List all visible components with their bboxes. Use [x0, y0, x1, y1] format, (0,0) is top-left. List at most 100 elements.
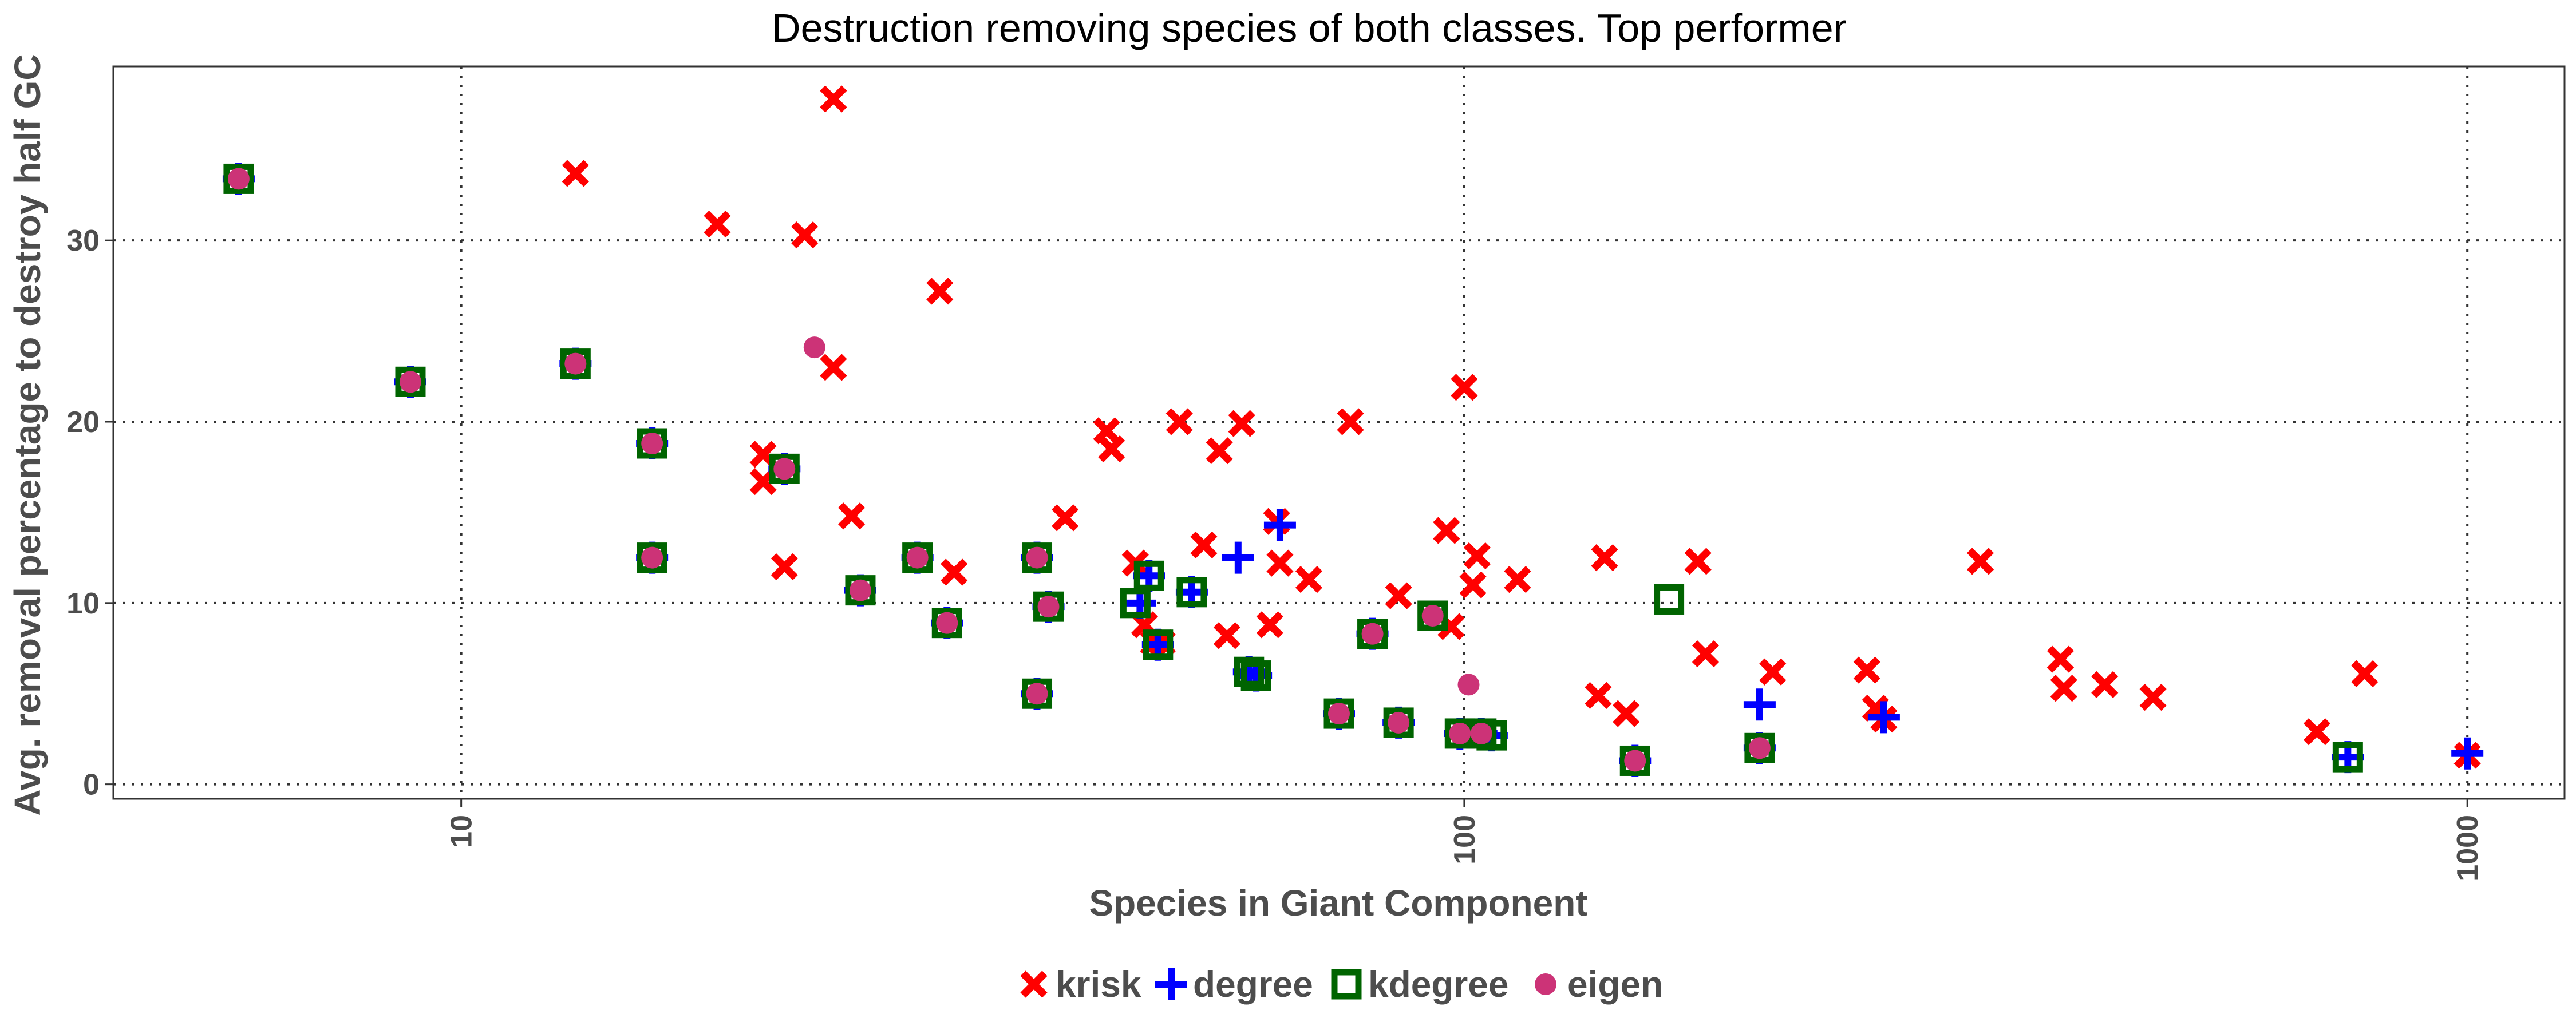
eigen-point	[399, 371, 421, 393]
kdegree-point	[1176, 577, 1207, 608]
kdegree-point	[1143, 629, 1174, 660]
krisk-point	[820, 85, 847, 113]
legend-key-eigen: eigen	[1535, 964, 1663, 1005]
kdegree-point	[1240, 660, 1271, 691]
eigen-point	[1421, 605, 1444, 627]
eigen-point	[1328, 703, 1350, 725]
y-tick-label: 0	[83, 768, 100, 802]
legend-marker-degree	[1155, 968, 1187, 1000]
krisk-point	[2351, 660, 2379, 687]
eigen-point	[803, 336, 825, 359]
eigen-point	[1457, 674, 1480, 696]
y-axis-title: Avg. removal percentage to destroy half …	[7, 54, 48, 815]
eigen-point	[1624, 750, 1646, 772]
kdegree-point	[637, 542, 667, 573]
eigen-point	[227, 168, 250, 190]
krisk-point	[1213, 622, 1240, 649]
krisk-point	[1266, 549, 1294, 577]
degree-point	[1867, 701, 1900, 734]
krisk-point	[1098, 435, 1125, 463]
eigen-point	[1470, 722, 1492, 744]
krisk-point	[1337, 408, 1364, 435]
chart-title: Destruction removing species of both cla…	[772, 6, 1847, 50]
kdegree-point	[1654, 584, 1685, 615]
kdegree-point	[1357, 619, 1388, 649]
kdegree-point	[223, 163, 254, 194]
krisk-point	[941, 558, 968, 586]
krisk-point	[2303, 718, 2331, 746]
krisk-point	[1052, 504, 1079, 532]
degree-point	[1222, 541, 1254, 574]
x-tick-label: 1000	[2451, 815, 2484, 881]
krisk-point	[791, 221, 819, 249]
krisk-point	[1385, 582, 1412, 609]
krisk-point	[837, 502, 866, 530]
eigen-point	[641, 433, 663, 455]
legend-marker-eigen	[1535, 973, 1556, 995]
kdegree-point	[1383, 707, 1414, 738]
series-kdegree	[223, 163, 2363, 776]
kdegree-point	[1133, 560, 1164, 591]
eigen-point	[773, 458, 796, 480]
kdegree-point	[1022, 678, 1053, 709]
krisk-point	[1295, 566, 1323, 593]
eigen-point	[1388, 711, 1410, 734]
x-tick-label: 100	[1448, 815, 1481, 865]
krisk-point	[1228, 410, 1255, 437]
eigen-point	[641, 546, 663, 569]
eigen-point	[1449, 722, 1471, 744]
kdegree-point	[637, 428, 667, 459]
eigen-point	[1361, 623, 1384, 645]
legend-key-krisk: krisk	[1020, 964, 1141, 1005]
plot-panel-border	[112, 65, 2566, 800]
krisk-point	[2046, 645, 2075, 673]
krisk-point	[1504, 566, 1531, 593]
kdegree-point	[1033, 591, 1064, 622]
kdegree-point	[1120, 588, 1151, 619]
krisk-point	[2050, 675, 2077, 702]
krisk-point	[771, 553, 798, 581]
y-tick-label: 20	[66, 406, 100, 439]
legend-key-kdegree: kdegree	[1331, 964, 1508, 1005]
eigen-point	[1748, 737, 1771, 759]
krisk-point	[1463, 542, 1491, 570]
legend-label-kdegree: kdegree	[1368, 964, 1508, 1005]
kdegree-point	[769, 453, 800, 484]
krisk-point	[1613, 700, 1640, 727]
degree-point	[2451, 737, 2484, 770]
x-tick-label: 10	[445, 815, 479, 848]
eigen-point	[1037, 596, 1060, 618]
kdegree-point	[1619, 745, 1650, 776]
kdegree-point	[560, 348, 591, 379]
kdegree-point	[1744, 732, 1775, 763]
krisk-point	[1684, 548, 1712, 575]
kdegree-point	[845, 575, 876, 606]
eigen-point	[564, 352, 587, 375]
kdegree-point	[1234, 656, 1265, 687]
eigen-point	[1026, 683, 1048, 705]
krisk-point	[562, 160, 589, 187]
data-points	[222, 85, 2484, 777]
eigen-point	[936, 612, 958, 634]
legend-marker-kdegree	[1331, 969, 1362, 1000]
krisk-point	[1966, 548, 1994, 575]
kdegree-point	[395, 366, 426, 397]
y-tick-label: 30	[66, 224, 100, 258]
krisk-point	[1591, 544, 1618, 572]
krisk-point	[926, 278, 954, 305]
krisk-point	[820, 354, 847, 381]
krisk-point	[1692, 640, 1720, 668]
eigen-point	[1026, 546, 1048, 569]
legend-key-degree: degree	[1155, 964, 1313, 1005]
krisk-point	[1190, 531, 1218, 559]
krisk-point	[1256, 611, 1283, 639]
kdegree-point	[931, 608, 962, 639]
krisk-point	[1093, 417, 1120, 445]
eigen-point	[849, 579, 871, 601]
krisk-point	[1585, 682, 1612, 710]
krisk-point	[1759, 658, 1787, 686]
degree-point	[1263, 509, 1296, 541]
legend-label-krisk: krisk	[1056, 964, 1141, 1005]
legend-marker-krisk	[1020, 970, 1048, 998]
